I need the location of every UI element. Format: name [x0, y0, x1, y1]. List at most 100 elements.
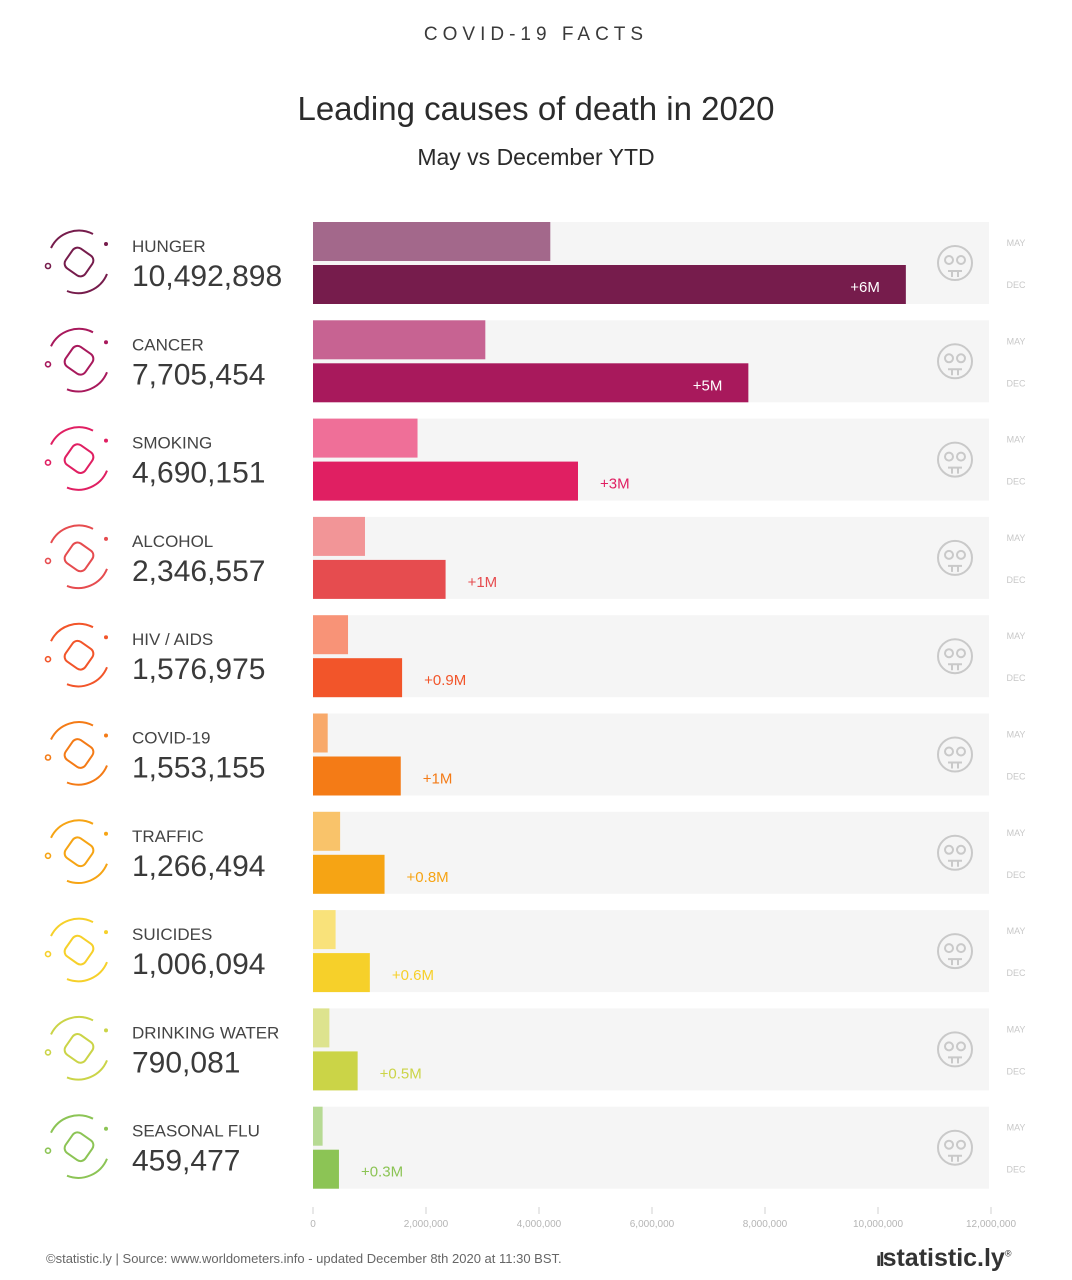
skull-eye	[944, 943, 954, 954]
category-name: SMOKING	[132, 434, 212, 453]
row-track	[313, 811, 989, 894]
sneeze-face-icon-glyph	[63, 1131, 95, 1163]
category-name: HUNGER	[132, 237, 206, 256]
water-drop-icon-dot	[104, 1028, 108, 1033]
kicker: COVID-19 FACTS	[423, 24, 649, 45]
virus-icon	[50, 721, 94, 740]
skull-icon	[937, 1129, 973, 1166]
increase-label: +1M	[423, 771, 453, 788]
increase-label: +6M	[850, 279, 880, 296]
row-track	[313, 910, 989, 993]
hunger-icon-arc	[66, 273, 108, 295]
category-total: 7,705,454	[132, 358, 265, 391]
bar-dec	[313, 265, 906, 304]
water-drop-icon-arc	[66, 1059, 108, 1081]
bar-dec	[313, 559, 446, 599]
sneeze-face-icon-arc	[66, 1158, 108, 1179]
skull-eye	[956, 648, 966, 659]
smoking-icon-dot	[44, 459, 52, 466]
row-track	[313, 713, 989, 796]
skull-eye	[956, 353, 966, 364]
row-label-may: MAY	[1007, 926, 1026, 936]
skull-icon	[937, 638, 973, 675]
category-total: 1,576,975	[132, 653, 265, 686]
skull-teeth	[948, 761, 962, 769]
wine-glass-icon-dot	[44, 557, 52, 565]
row-track	[313, 1008, 989, 1091]
row-label-dec: DEC	[1006, 968, 1026, 978]
row-track	[313, 615, 989, 698]
hunger-icon-glyph	[63, 246, 95, 278]
row-label-may: MAY	[1007, 631, 1026, 641]
syringe-icon-dot	[104, 635, 108, 640]
category-name: ALCOHOL	[132, 532, 213, 551]
virus-icon-dot	[44, 754, 52, 761]
skull-eye	[944, 353, 954, 364]
category-name: SUICIDES	[132, 925, 212, 944]
skull-teeth	[948, 466, 962, 474]
increase-label: +3M	[600, 476, 630, 493]
bar-dec	[313, 756, 401, 796]
skull-eye	[944, 746, 954, 757]
wine-glass-icon	[50, 524, 94, 544]
category-total: 2,346,557	[132, 555, 265, 588]
virus-icon-arc	[66, 765, 108, 786]
bar-chart: +6M MAY DEC HUNGER 10,492,898 +5M MAY DEC CANCER…	[44, 222, 1026, 1230]
row-label-may: MAY	[1007, 435, 1026, 445]
bar-may	[313, 516, 365, 556]
row-label-dec: DEC	[1006, 575, 1026, 585]
skull-teeth	[948, 1154, 962, 1162]
bar-dec	[313, 953, 370, 993]
bar-may	[313, 222, 551, 261]
row-label-may: MAY	[1007, 238, 1026, 248]
row-label-dec: DEC	[1006, 280, 1026, 290]
hunger-icon-dot	[104, 242, 108, 246]
skull-icon	[937, 736, 973, 773]
category-total: 790,081	[132, 1046, 240, 1079]
skull-teeth	[948, 663, 962, 671]
bar-may	[313, 811, 341, 851]
water-drop-icon-glyph	[63, 1033, 95, 1064]
cancer-icon	[50, 327, 94, 347]
skull-eye	[944, 1041, 954, 1052]
brand-name: statistic.ly	[882, 1244, 1005, 1272]
water-drop-icon-dot	[44, 1049, 52, 1056]
cancer-icon-dot	[104, 340, 108, 345]
category-total: 459,477	[132, 1145, 240, 1178]
category-total: 1,553,155	[132, 752, 265, 785]
bar-dec	[313, 461, 578, 501]
smoking-icon-dot	[104, 438, 108, 443]
car-icon-glyph	[63, 836, 95, 868]
bar-dec	[313, 1149, 339, 1189]
row-label-dec: DEC	[1006, 1066, 1026, 1076]
virus-icon-glyph	[63, 738, 95, 769]
bar-may	[313, 615, 349, 655]
bar-may	[313, 418, 418, 458]
skull-icon	[937, 539, 973, 576]
category-total: 1,266,494	[132, 850, 265, 883]
skull-icon	[937, 933, 973, 970]
bar-may	[313, 713, 328, 753]
x-tick-label: 0	[310, 1219, 316, 1230]
skull-eye	[956, 1041, 966, 1052]
water-drop-icon	[50, 1016, 94, 1035]
category-name: SEASONAL FLU	[132, 1122, 260, 1141]
category-name: TRAFFIC	[132, 827, 204, 846]
bar-dec	[313, 1051, 358, 1091]
increase-label: +0.3M	[361, 1164, 403, 1181]
x-tick-label: 2,000,000	[404, 1219, 449, 1230]
skull-eye	[956, 746, 966, 757]
brand-symbol: ®	[1004, 1248, 1012, 1259]
syringe-icon-glyph	[63, 639, 95, 671]
skull-eye	[944, 844, 954, 855]
row-label-may: MAY	[1007, 730, 1026, 740]
skull-eye	[956, 451, 966, 462]
increase-label: +0.5M	[380, 1065, 422, 1082]
category-total: 4,690,151	[132, 457, 265, 490]
skull-eye	[944, 1139, 954, 1150]
brand-mark: ıl	[876, 1250, 884, 1271]
skull-eye	[944, 549, 954, 560]
syringe-icon-arc	[66, 666, 108, 688]
syringe-icon	[50, 622, 94, 642]
x-tick-label: 6,000,000	[630, 1219, 675, 1230]
